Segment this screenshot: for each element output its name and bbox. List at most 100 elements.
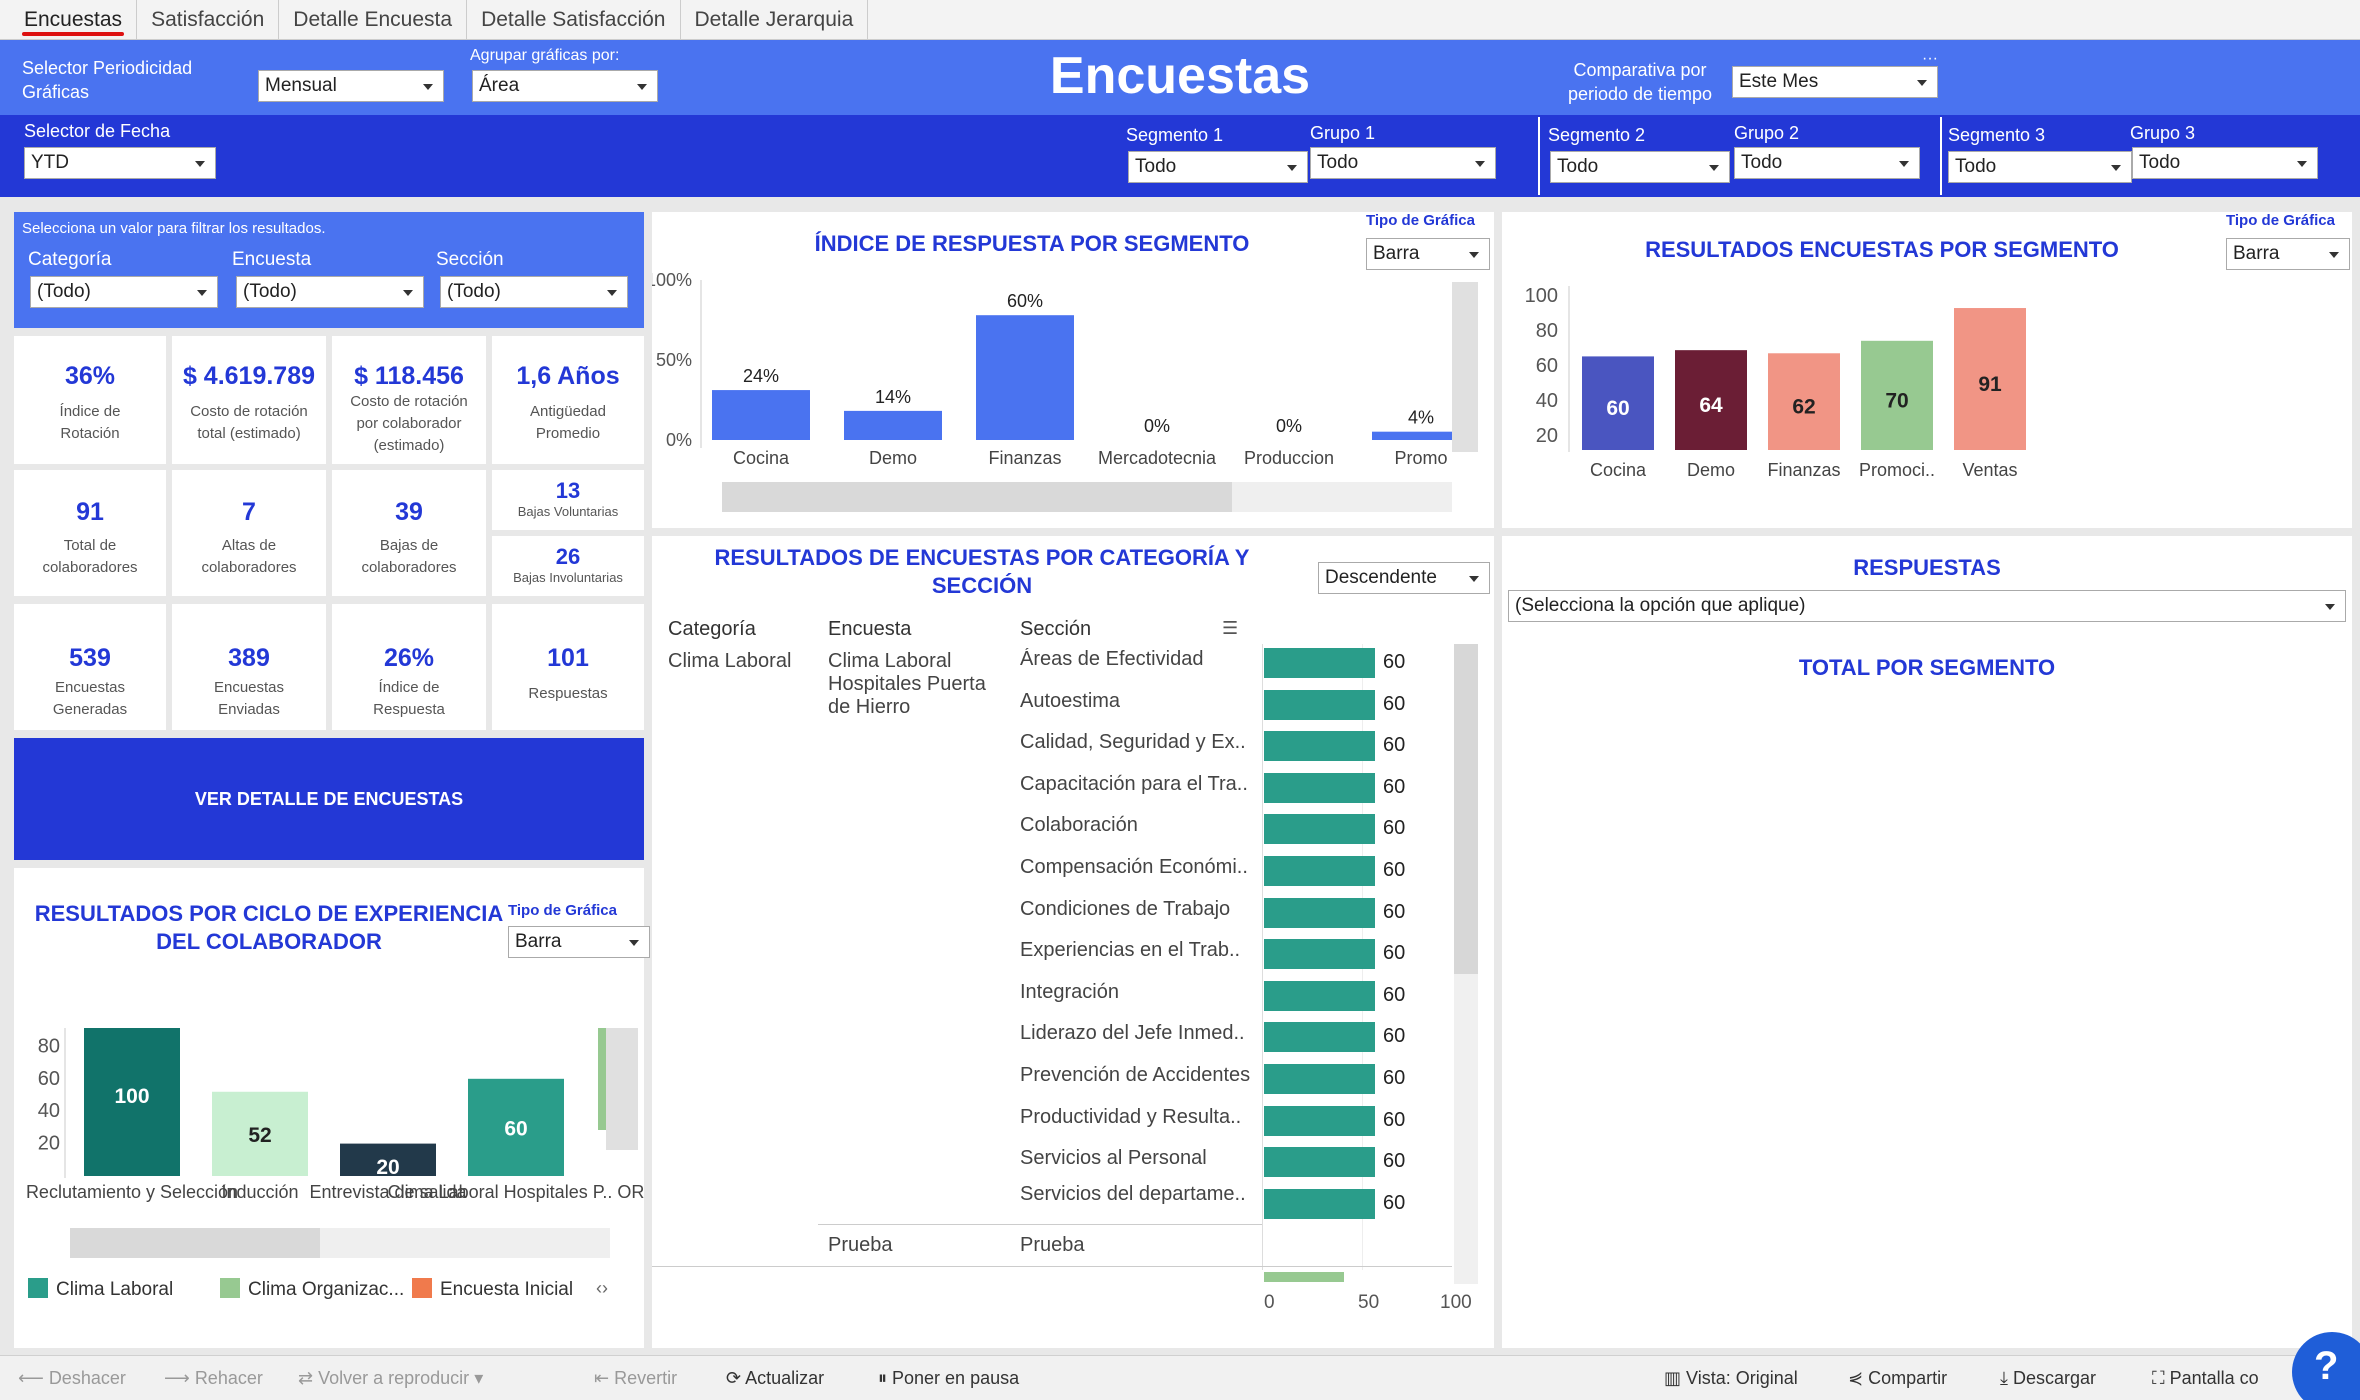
descargar-button[interactable]: ⤓ Descargar xyxy=(2000,1356,2096,1400)
bar xyxy=(1264,731,1375,762)
legend-swatch xyxy=(28,1278,48,1298)
x-tick-label: 100 xyxy=(1440,1292,1472,1313)
segmento1-select[interactable]: Todo xyxy=(1128,151,1308,183)
row-divider xyxy=(818,1224,1262,1225)
segmento3-label: Segmento 3 xyxy=(1948,125,2046,145)
cell-encuesta: Clima Laboral Hospitales Puerta de Hierr… xyxy=(828,650,986,718)
kpi-label: Costo de rotación por colaborador (estim… xyxy=(350,393,468,454)
filter-hint: Selecciona un valor para filtrar los res… xyxy=(22,220,326,237)
cell-seccion: Calidad, Seguridad y Ex.. xyxy=(1020,731,1246,754)
x-tick-label: Cocina xyxy=(1590,460,1647,480)
cell-seccion: Servicios al Personal xyxy=(1020,1147,1207,1170)
fecha-select[interactable]: YTD xyxy=(24,147,216,179)
tab-detalle-satisfaccion[interactable]: Detalle Satisfacción xyxy=(467,0,681,40)
tipo-grafica-label: Tipo de Gráfica xyxy=(2226,212,2335,229)
rehacer-button[interactable]: ⟶ Rehacer xyxy=(164,1356,263,1400)
revertir-label: Revertir xyxy=(614,1368,678,1388)
kpi-label: Altas de colaboradores xyxy=(201,537,297,576)
sort-select[interactable]: Descendente xyxy=(1318,562,1490,594)
y-tick-label: 20 xyxy=(38,1133,60,1155)
bar xyxy=(976,315,1074,440)
data-label: 24% xyxy=(743,366,779,386)
y-tick-label: 20 xyxy=(1536,425,1558,447)
agrupar-select[interactable]: Área xyxy=(472,70,658,102)
segmento1-label: Segmento 1 xyxy=(1126,125,1224,145)
x-tick-label: Ventas xyxy=(1962,460,2017,480)
bar xyxy=(468,1078,564,1176)
pantalla-button[interactable]: ⛶ Pantalla co xyxy=(2152,1356,2302,1400)
segmento2-label: Segmento 2 xyxy=(1548,125,1646,145)
indice-chart: 100% 50% 0% 24% Cocina 14% Demo 60% Finanzas 0% Me… xyxy=(652,272,1494,528)
tab-encuestas[interactable]: Encuestas xyxy=(10,0,138,40)
help-icon[interactable]: ? xyxy=(2292,1332,2360,1400)
segmento-tipo-select[interactable]: Barra xyxy=(2226,238,2350,270)
scrollbar-track[interactable] xyxy=(1454,644,1478,1284)
kpi-label: Bajas Voluntarias xyxy=(517,504,619,519)
ver-detalle-button[interactable]: VER DETALLE DE ENCUESTAS xyxy=(14,738,644,860)
data-label: 70 xyxy=(1885,389,1908,412)
scrollbar-vertical xyxy=(1452,282,1478,452)
resultados-segmento-panel: RESULTADOS ENCUESTAS POR SEGMENTO Tipo d… xyxy=(1502,212,2352,528)
deshacer-button[interactable]: ⟵ Deshacer xyxy=(18,1356,126,1400)
compartir-button[interactable]: ⋞ Compartir xyxy=(1848,1356,1947,1400)
volver-button[interactable]: ⇄ Volver a reproducir ▾ xyxy=(298,1356,483,1400)
kpi-respuestas: 101 Respuestas xyxy=(492,604,644,730)
categoria-select[interactable]: (Todo) xyxy=(30,276,218,308)
respuestas-select[interactable]: (Selecciona la opción que aplique) xyxy=(1508,590,2346,622)
refresh-icon: ⟳ xyxy=(726,1368,746,1388)
kpi-label: Índice de Rotación xyxy=(59,403,121,442)
categoria-panel: RESULTADOS DE ENCUESTAS POR CATEGORÍA Y … xyxy=(652,536,1494,1348)
ciclo-chart: 10080604020100522060Reclutamiento y Sele… xyxy=(26,1028,644,1300)
cell-seccion: Condiciones de Trabajo xyxy=(1020,897,1231,920)
scrollbar-thumb[interactable] xyxy=(1454,644,1478,974)
data-label: 4% xyxy=(1408,408,1434,428)
tab-detalle-jerarquia[interactable]: Detalle Jerarquia xyxy=(681,0,869,40)
bar xyxy=(1675,350,1747,450)
scrollbar-thumb xyxy=(70,1228,320,1258)
bar xyxy=(1861,340,1933,450)
header-band-top: Selector Periodicidad Gráficas Mensual A… xyxy=(0,40,2360,115)
data-label: 60 xyxy=(1383,1067,1406,1089)
grupo2-select[interactable]: Todo xyxy=(1734,147,1920,179)
encuesta-select[interactable]: (Todo) xyxy=(236,276,424,308)
bar xyxy=(1264,1022,1375,1053)
vista-button[interactable]: ▥ Vista: Original xyxy=(1664,1356,1798,1400)
actualizar-button[interactable]: ⟳ Actualizar xyxy=(726,1356,824,1400)
x-tick-label: Reclutamiento y Selección xyxy=(26,1182,238,1202)
kpi-value: 1,6 Años xyxy=(516,362,620,390)
download-icon: ⤓ xyxy=(2000,1368,2013,1388)
bar xyxy=(340,1143,436,1176)
tab-bar: Encuestas Satisfacción Detalle Encuesta … xyxy=(0,0,2360,40)
pantalla-label: Pantalla co xyxy=(2169,1368,2259,1388)
tab-satisfaccion[interactable]: Satisfacción xyxy=(137,0,280,40)
sort-icon[interactable]: ☰ xyxy=(1222,618,1239,638)
fecha-label: Selector de Fecha xyxy=(24,121,171,141)
comparativa-select[interactable]: Este Mes xyxy=(1732,66,1938,98)
grupo3-select[interactable]: Todo xyxy=(2132,147,2318,179)
kpi-label: Costo de rotación total (estimado) xyxy=(190,403,308,442)
seccion-select[interactable]: (Todo) xyxy=(440,276,628,308)
periodicidad-select[interactable]: Mensual xyxy=(258,70,444,102)
kpi-value: 91 xyxy=(76,498,104,526)
grupo1-select[interactable]: Todo xyxy=(1310,147,1496,179)
segmento3-select[interactable]: Todo xyxy=(1948,151,2132,183)
y-axis xyxy=(64,1028,66,1178)
indice-title: ÍNDICE DE RESPUESTA POR SEGMENTO xyxy=(814,231,1250,256)
pause-icon: ⏸ xyxy=(878,1368,893,1388)
y-tick-label: 0% xyxy=(666,430,692,450)
data-label: 60 xyxy=(1383,734,1406,757)
scrollbar-thumb xyxy=(722,482,1232,512)
pausa-button[interactable]: ⏸ Poner en pausa xyxy=(878,1356,1019,1400)
segmento2-select[interactable]: Todo xyxy=(1550,151,1730,183)
ciclo-tipo-select[interactable]: Barra xyxy=(508,926,650,958)
vista-label: Vista: Original xyxy=(1686,1368,1798,1388)
axis-line xyxy=(1262,644,1263,1270)
more-icon[interactable]: ··· xyxy=(1922,50,1938,67)
revertir-button[interactable]: ⇤ Revertir xyxy=(594,1356,677,1400)
indice-tipo-select[interactable]: Barra xyxy=(1366,238,1490,270)
tab-detalle-encuesta[interactable]: Detalle Encuesta xyxy=(279,0,468,40)
page-title: Encuestas xyxy=(1049,47,1311,105)
y-axis xyxy=(1568,286,1570,452)
bar xyxy=(1954,308,2026,450)
